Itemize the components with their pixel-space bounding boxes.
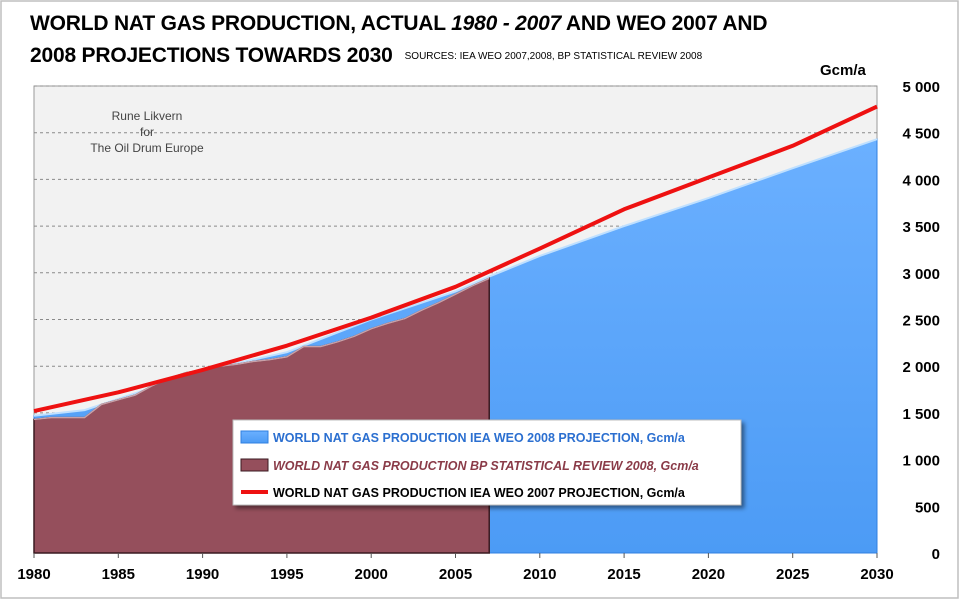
- y-tick-label: 0: [932, 546, 940, 563]
- credit-for: for: [139, 125, 154, 139]
- x-tick-label: 2000: [355, 566, 388, 583]
- y-axis-unit: Gcm/a: [820, 62, 866, 79]
- x-tick-label: 2005: [439, 566, 472, 583]
- x-tick-label: 1980: [17, 566, 50, 583]
- x-tick-label: 2015: [607, 566, 640, 583]
- legend-entry-bp-swatch: [240, 458, 269, 472]
- x-tick-label: 1995: [270, 566, 303, 583]
- legend: WORLD NAT GAS PRODUCTION IEA WEO 2008 PR…: [232, 419, 742, 506]
- x-tick-label: 2010: [523, 566, 556, 583]
- y-tick-label: 2 500: [902, 313, 940, 330]
- author-credit: Rune Likvern for The Oil Drum Europe: [72, 108, 222, 156]
- title-line2-text: 2008 PROJECTIONS TOWARDS 2030: [30, 44, 393, 67]
- legend-entry-iea-2008-label: WORLD NAT GAS PRODUCTION IEA WEO 2008 PR…: [273, 431, 686, 445]
- legend-entry-bp-label: WORLD NAT GAS PRODUCTION BP STATISTICAL …: [273, 459, 699, 473]
- title-years: 1980 - 2007: [451, 12, 562, 35]
- chart-title-line2: 2008 PROJECTIONS TOWARDS 2030 SOURCES: IE…: [30, 44, 702, 68]
- y-tick-label: 1 000: [902, 453, 940, 470]
- y-tick-label: 3 500: [902, 219, 940, 236]
- legend-entry-iea-2008-swatch: [240, 430, 269, 444]
- y-tick-label: 4 000: [902, 172, 940, 189]
- chart-title-line1: WORLD NAT GAS PRODUCTION, ACTUAL 1980 - …: [30, 12, 768, 36]
- y-tick-label: 3 000: [902, 266, 940, 283]
- x-tick-label: 2020: [692, 566, 725, 583]
- y-tick-label: 2 000: [902, 359, 940, 376]
- iea-2007-line: [33, 104, 878, 413]
- credit-author: Rune Likvern: [111, 109, 183, 123]
- y-tick-label: 500: [915, 499, 940, 516]
- sources-note: SOURCES: IEA WEO 2007,2008, BP STATISTIC…: [404, 51, 703, 62]
- y-tick-label: 1 500: [902, 406, 940, 423]
- title-part1: WORLD NAT GAS PRODUCTION, ACTUAL: [30, 12, 452, 35]
- y-tick-label: 4 500: [902, 126, 940, 143]
- x-tick-label: 2030: [860, 566, 893, 583]
- title-part2: AND WEO 2007 AND: [561, 12, 768, 35]
- legend-entry-iea-2007-label: WORLD NAT GAS PRODUCTION IEA WEO 2007 PR…: [273, 486, 686, 500]
- y-tick-label: 5 000: [902, 79, 940, 96]
- iea-2008-area-edge: [33, 138, 878, 417]
- x-tick-label: 1985: [102, 566, 135, 583]
- x-tick-label: 2025: [776, 566, 809, 583]
- bp-area-edge: [33, 277, 490, 421]
- x-tick-label: 1990: [186, 566, 219, 583]
- credit-org: The Oil Drum Europe: [90, 141, 204, 155]
- legend-box: [232, 419, 742, 506]
